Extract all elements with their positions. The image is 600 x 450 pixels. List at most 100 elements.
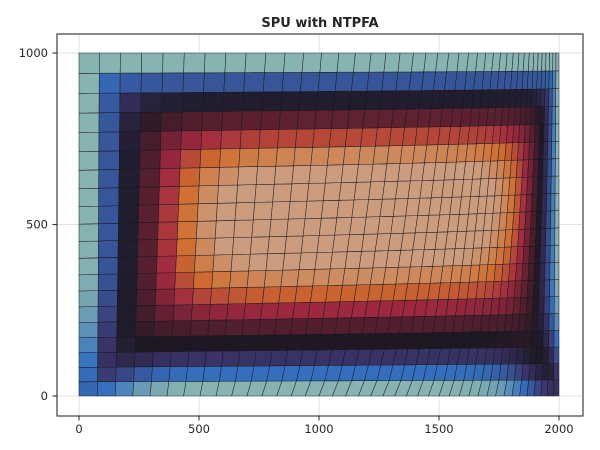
mesh-cell	[278, 110, 300, 130]
mesh-cell	[98, 169, 120, 189]
mesh-cell	[551, 106, 556, 125]
mesh-cell	[117, 273, 138, 291]
mesh-cell	[339, 284, 357, 302]
mesh-cell	[397, 52, 414, 73]
mesh-cell	[553, 330, 560, 348]
mesh-cell	[239, 334, 259, 352]
mesh-cell	[78, 150, 100, 171]
mesh-cell	[532, 279, 540, 298]
mesh-cell	[517, 330, 526, 348]
mesh-cell	[312, 128, 332, 148]
mesh-cell	[118, 168, 140, 188]
mesh-cell	[545, 210, 552, 229]
mesh-cell	[319, 52, 340, 73]
mesh-cell	[269, 218, 289, 237]
mesh-cell	[286, 218, 306, 237]
mesh-cell	[542, 141, 549, 160]
mesh-cell	[523, 228, 531, 247]
mesh-cell	[554, 262, 560, 280]
mesh-cell	[197, 185, 219, 204]
mesh-cell	[96, 381, 117, 397]
mesh-cell	[114, 381, 135, 397]
mesh-cell	[174, 271, 195, 290]
mesh-cell	[258, 318, 278, 336]
mesh-cell	[97, 351, 117, 368]
x-tick-label: 0	[75, 422, 82, 436]
mesh-cell	[202, 91, 225, 112]
mesh-cell	[207, 319, 227, 337]
mesh-cell	[301, 52, 322, 73]
mesh-cell	[264, 52, 286, 73]
mesh-cell	[222, 335, 243, 352]
mesh-cell	[168, 366, 188, 382]
mesh-cell	[386, 145, 403, 165]
mesh-cell	[181, 92, 204, 113]
mesh-cell	[358, 145, 376, 165]
mesh-cell	[195, 237, 216, 256]
mesh-cell	[518, 313, 527, 332]
mesh-cell	[260, 302, 280, 320]
mesh-cell	[161, 72, 184, 93]
mesh-cell	[218, 166, 240, 186]
mesh-cell	[98, 92, 121, 114]
mesh-cell	[156, 255, 177, 274]
mesh-cell	[115, 366, 135, 382]
mesh-cell	[536, 330, 544, 348]
mesh-cell	[524, 313, 533, 332]
mesh-cell	[379, 90, 397, 110]
mesh-cell	[529, 347, 538, 365]
mesh-cell	[384, 163, 401, 182]
mesh-cell	[182, 72, 205, 93]
mesh-cell	[525, 296, 534, 315]
mesh-cell	[543, 106, 549, 125]
mesh-cell	[189, 319, 210, 337]
mesh-cell	[219, 148, 241, 168]
mesh-cell	[344, 127, 364, 147]
mesh-cell	[98, 131, 120, 152]
mesh-cell	[78, 52, 100, 74]
mesh-cell	[316, 234, 336, 253]
mesh-cell	[542, 346, 549, 364]
mesh-cell	[547, 363, 555, 381]
mesh-cell	[541, 363, 549, 381]
mesh-cell	[194, 254, 215, 273]
mesh-cell	[338, 182, 357, 201]
chart-title: SPU with NTPFA	[261, 16, 378, 31]
mesh-cell	[539, 245, 546, 264]
mesh-cell	[135, 305, 156, 322]
mesh-cell	[537, 176, 543, 195]
x-tick-label: 1500	[424, 422, 453, 436]
mesh-cell	[155, 288, 176, 306]
mesh-cell	[78, 223, 99, 242]
mesh-cell	[550, 175, 556, 194]
mesh-cell	[134, 336, 155, 353]
mesh-cell	[536, 193, 543, 212]
mesh-cell	[233, 219, 254, 238]
mesh-cell	[381, 71, 399, 92]
mesh-cell	[360, 127, 378, 147]
mesh-cell	[99, 52, 121, 74]
mesh-cell	[554, 192, 560, 211]
mesh-cell	[169, 351, 190, 367]
mesh-cell	[302, 217, 322, 237]
mesh-cell	[254, 183, 275, 203]
mesh-cell	[539, 262, 546, 281]
mesh-cell	[138, 204, 160, 223]
mesh-cell	[118, 222, 139, 241]
mesh-cell	[78, 352, 99, 368]
mesh-cell	[293, 147, 313, 167]
mesh-cell	[253, 201, 274, 221]
mesh-cell	[237, 350, 257, 367]
mesh-cell	[160, 111, 183, 132]
mesh-cell	[117, 289, 138, 307]
mesh-cell	[210, 287, 230, 305]
mesh-cell	[521, 363, 531, 381]
mesh-cell	[318, 217, 338, 236]
mesh-cell	[78, 274, 99, 292]
mesh-cell	[222, 91, 244, 112]
mesh-cell	[119, 131, 141, 152]
mesh-cell	[294, 128, 315, 148]
mesh-cell	[555, 52, 560, 72]
mesh-cell	[554, 244, 560, 263]
